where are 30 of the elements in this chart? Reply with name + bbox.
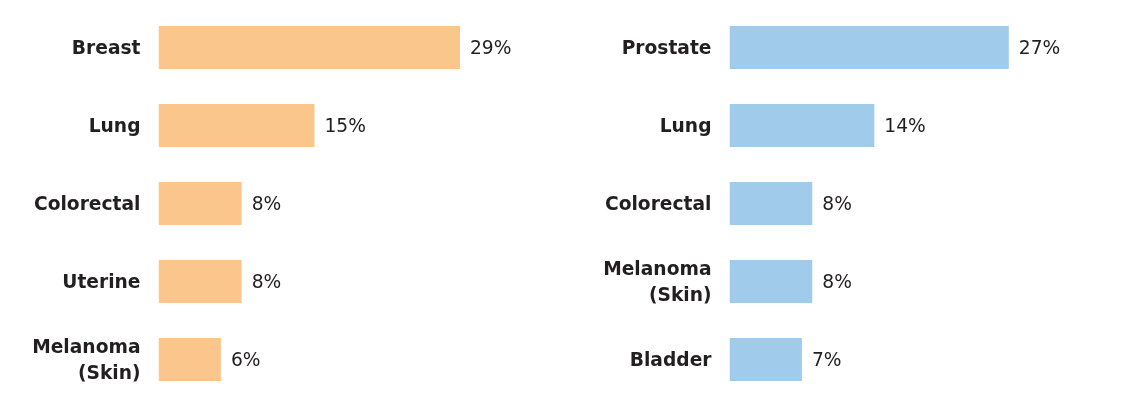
y-tick-label: Melanoma (Skin)	[603, 258, 712, 305]
y-tick-label: Colorectal	[604, 193, 712, 214]
y-tick-label: Lung	[88, 114, 141, 136]
bar	[729, 25, 1009, 69]
bar	[729, 260, 813, 303]
data-label: 27%	[1018, 36, 1061, 58]
y-tick-label: Lung	[659, 114, 712, 136]
data-label: 8%	[822, 271, 852, 293]
y-tick-label: Bladder	[629, 349, 713, 371]
y-tick-label: Breast	[71, 36, 141, 58]
bar	[729, 104, 875, 147]
bar	[158, 104, 315, 147]
bar	[729, 182, 813, 225]
bar	[729, 338, 802, 382]
data-label: 29%	[470, 36, 512, 58]
bar	[158, 338, 221, 382]
y-tick-label: Melanoma (Skin)	[32, 336, 141, 383]
data-label: 7%	[811, 349, 842, 371]
bar	[158, 25, 460, 69]
data-label: 8%	[822, 193, 852, 214]
data-label: 6%	[230, 349, 261, 371]
data-label: 8%	[251, 193, 282, 214]
y-tick-label: Uterine	[62, 271, 141, 293]
data-label: 14%	[884, 114, 926, 136]
data-label: 8%	[251, 271, 282, 293]
data-label: 15%	[324, 114, 366, 136]
y-tick-label: Prostate	[621, 36, 712, 58]
y-tick-label: Colorectal	[33, 193, 141, 214]
bar	[158, 182, 242, 225]
bar	[158, 260, 242, 303]
